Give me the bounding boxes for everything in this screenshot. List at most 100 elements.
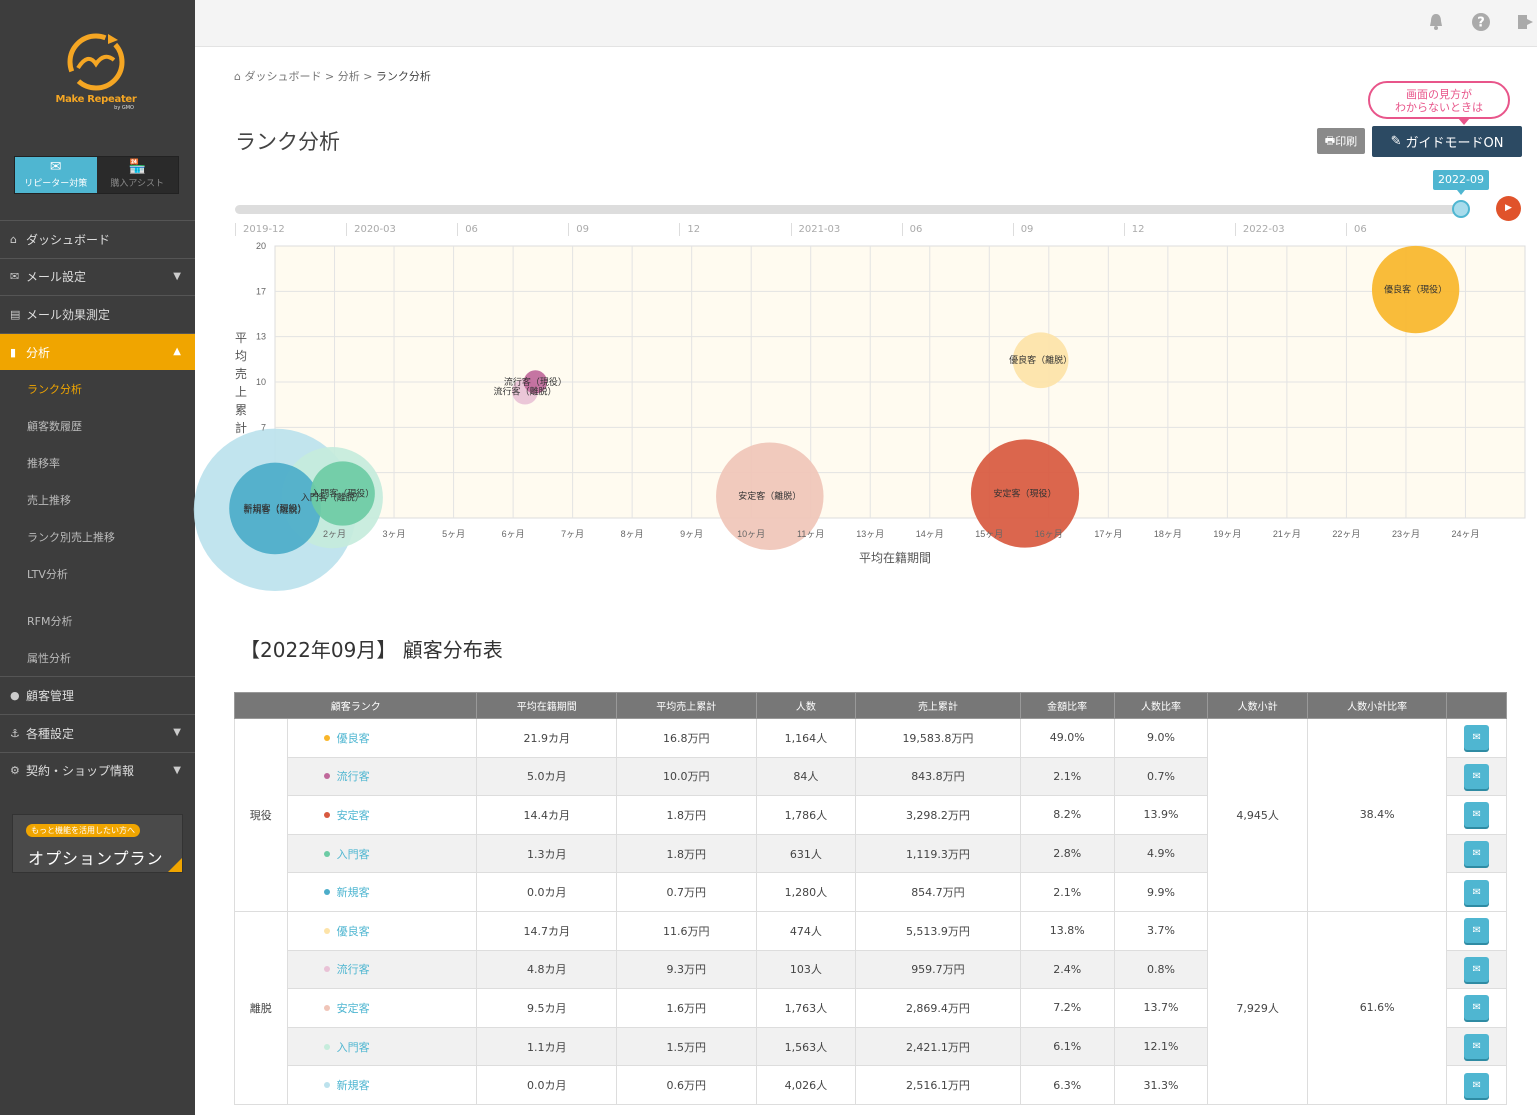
- nav-ltv-analysis[interactable]: LTV分析: [27, 567, 68, 581]
- nav-mail-effect-label: メール効果測定: [26, 307, 111, 322]
- rank-cell[interactable]: 入門客: [286, 1026, 478, 1067]
- rank-link[interactable]: 安定客: [336, 1001, 370, 1015]
- timeline-tick: 2022-03: [1234, 223, 1285, 236]
- send-mail-button[interactable]: ✉: [1464, 995, 1490, 1021]
- guide-mode-button[interactable]: ✎ ガイドモードON: [1372, 126, 1522, 157]
- nav-attribute-analysis[interactable]: 属性分析: [27, 651, 71, 665]
- rank-link[interactable]: 安定客: [336, 808, 370, 822]
- nav-mail-settings[interactable]: ✉ メール設定 ▼: [0, 257, 195, 296]
- bubble[interactable]: [523, 370, 548, 394]
- help-icon[interactable]: ?: [1471, 12, 1491, 32]
- x-tick-label: 18ヶ月: [1154, 529, 1182, 539]
- x-tick-label: 16ヶ月: [1035, 529, 1063, 539]
- send-mail-button[interactable]: ✉: [1464, 1034, 1490, 1060]
- rank-cell[interactable]: 安定客: [286, 988, 478, 1028]
- nav-customer-history[interactable]: 顧客数履歴: [27, 419, 82, 433]
- rank-cell[interactable]: 流行客: [286, 949, 478, 990]
- nav-rank-sales-trend[interactable]: ランク別売上推移: [27, 530, 115, 544]
- chevron-down-icon: ▼: [173, 726, 181, 738]
- send-mail-button[interactable]: ✉: [1464, 956, 1490, 982]
- bubble[interactable]: [716, 442, 824, 550]
- rank-cell[interactable]: 新規客: [286, 1065, 478, 1105]
- logo-text: Make Repeater: [55, 94, 137, 105]
- print-button[interactable]: 🖶 印刷: [1317, 128, 1365, 154]
- rank-link[interactable]: 優良客: [336, 924, 370, 938]
- mail-icon: ✉: [10, 270, 20, 284]
- option-plan-banner[interactable]: もっと機能を活用したい方へ オプションプラン: [12, 814, 183, 873]
- table-row: 入門客 1.3カ月 1.8万円 631人 1,119.3万円 2.8% 4.9% ✉: [235, 833, 1507, 874]
- bell-icon[interactable]: [1426, 12, 1446, 32]
- play-icon: ▶: [1505, 203, 1512, 213]
- nav-sales-trend[interactable]: 売上推移: [27, 493, 71, 507]
- send-mail-button[interactable]: ✉: [1464, 725, 1490, 751]
- count-cell: 4,026人: [755, 1065, 857, 1105]
- send-mail-button[interactable]: ✉: [1464, 802, 1490, 828]
- tab-purchase-assist[interactable]: 🏪 購入アシスト: [96, 157, 178, 193]
- send-mail-button[interactable]: ✉: [1464, 763, 1490, 789]
- rank-cell[interactable]: 新規客: [286, 872, 478, 912]
- nav-customer-label: 顧客管理: [26, 689, 75, 704]
- nav-contract[interactable]: ⚙ 契約・ショップ情報 ▼: [0, 751, 195, 790]
- rank-cell[interactable]: 入門客: [286, 833, 478, 874]
- rank-link[interactable]: 優良客: [336, 731, 370, 745]
- rank-bubble-chart: 新規客（離脱） 安定客（現役） 安定客（離脱） 入門客（離脱）新規客（現役） 優良客（現…: [193, 241, 1526, 592]
- send-mail-button[interactable]: ✉: [1464, 841, 1490, 867]
- bubble[interactable]: [229, 462, 321, 555]
- bubble[interactable]: [1012, 332, 1069, 389]
- mail-cell: ✉: [1446, 949, 1507, 990]
- nav-dashboard[interactable]: ⌂ ダッシュボード: [0, 220, 195, 258]
- y-tick-label: 10: [256, 377, 266, 387]
- rank-cell[interactable]: 優良客: [286, 718, 478, 758]
- x-tick-label: 15ヶ月: [975, 529, 1003, 539]
- x-tick-label: 2ヶ月: [323, 529, 346, 539]
- amount-ratio-cell: 8.2%: [1019, 795, 1115, 835]
- nav-mail-effect[interactable]: ▤ メール効果測定: [0, 295, 195, 333]
- nav-rfm-analysis[interactable]: RFM分析: [27, 614, 73, 628]
- rank-link[interactable]: 入門客: [336, 1040, 370, 1054]
- nav-transition-rate[interactable]: 推移率: [27, 456, 60, 470]
- logout-icon[interactable]: [1515, 12, 1535, 32]
- avg-period-cell: 21.9カ月: [476, 718, 618, 758]
- guide-hint-line2: わからないときは: [1395, 101, 1483, 114]
- mail-cell: ✉: [1446, 756, 1507, 797]
- sales-cell: 5,513.9万円: [855, 910, 1021, 951]
- rank-cell[interactable]: 安定客: [286, 795, 478, 835]
- logo-sub: by GMO: [114, 105, 134, 111]
- play-button[interactable]: ▶: [1496, 196, 1521, 221]
- send-mail-button[interactable]: ✉: [1464, 918, 1490, 944]
- nav-dashboard-label: ダッシュボード: [26, 232, 111, 247]
- avg-sales-cell: 0.7万円: [616, 872, 757, 912]
- rank-cell[interactable]: 流行客: [286, 756, 478, 797]
- app-logo[interactable]: Make Repeater by GMO: [50, 30, 142, 111]
- timeline-slider-handle[interactable]: [1452, 200, 1470, 218]
- tab-repeater[interactable]: ✉ リピーター対策: [15, 157, 97, 193]
- table-row: 安定客 14.4カ月 1.8万円 1,786人 3,298.2万円 8.2% 13.9% ✉: [235, 795, 1507, 835]
- rank-cell[interactable]: 優良客: [286, 910, 478, 951]
- rank-link[interactable]: 流行客: [336, 770, 370, 784]
- nav-customer[interactable]: ● 顧客管理: [0, 676, 195, 714]
- y-axis-label-char: 均: [235, 349, 247, 363]
- table-row: 安定客 9.5カ月 1.6万円 1,763人 2,869.4万円 7.2% 13.7% ✉: [235, 988, 1507, 1028]
- rank-link[interactable]: 新規客: [336, 1079, 370, 1093]
- gear-icon: ⚙: [10, 764, 20, 778]
- rank-link[interactable]: 流行客: [336, 963, 370, 977]
- top-bar: ?: [195, 0, 1537, 47]
- nav-analysis[interactable]: ▮ 分析 ▲: [0, 332, 195, 371]
- breadcrumb-home[interactable]: ダッシュボード: [244, 70, 322, 83]
- mode-tabs: ✉ リピーター対策 🏪 購入アシスト: [14, 156, 179, 194]
- rank-link[interactable]: 入門客: [336, 847, 370, 861]
- bubble[interactable]: [310, 461, 375, 526]
- breadcrumb-sep: >: [324, 70, 335, 83]
- breadcrumb-analysis[interactable]: 分析: [337, 70, 360, 83]
- bubble[interactable]: [1371, 245, 1460, 334]
- rank-link[interactable]: 新規客: [336, 886, 370, 900]
- nav-rank-analysis[interactable]: ランク分析: [27, 382, 82, 396]
- send-mail-button[interactable]: ✉: [1464, 1072, 1490, 1098]
- send-mail-button[interactable]: ✉: [1464, 879, 1490, 905]
- timeline-slider-track[interactable]: [235, 205, 1461, 214]
- x-tick-label: 6ヶ月: [502, 529, 525, 539]
- home-icon: ⌂: [234, 70, 241, 83]
- bubble[interactable]: [970, 439, 1080, 548]
- nav-settings[interactable]: ⚓ 各種設定 ▼: [0, 713, 195, 752]
- table-row: 流行客 4.8カ月 9.3万円 103人 959.7万円 2.4% 0.8% ✉: [235, 949, 1507, 990]
